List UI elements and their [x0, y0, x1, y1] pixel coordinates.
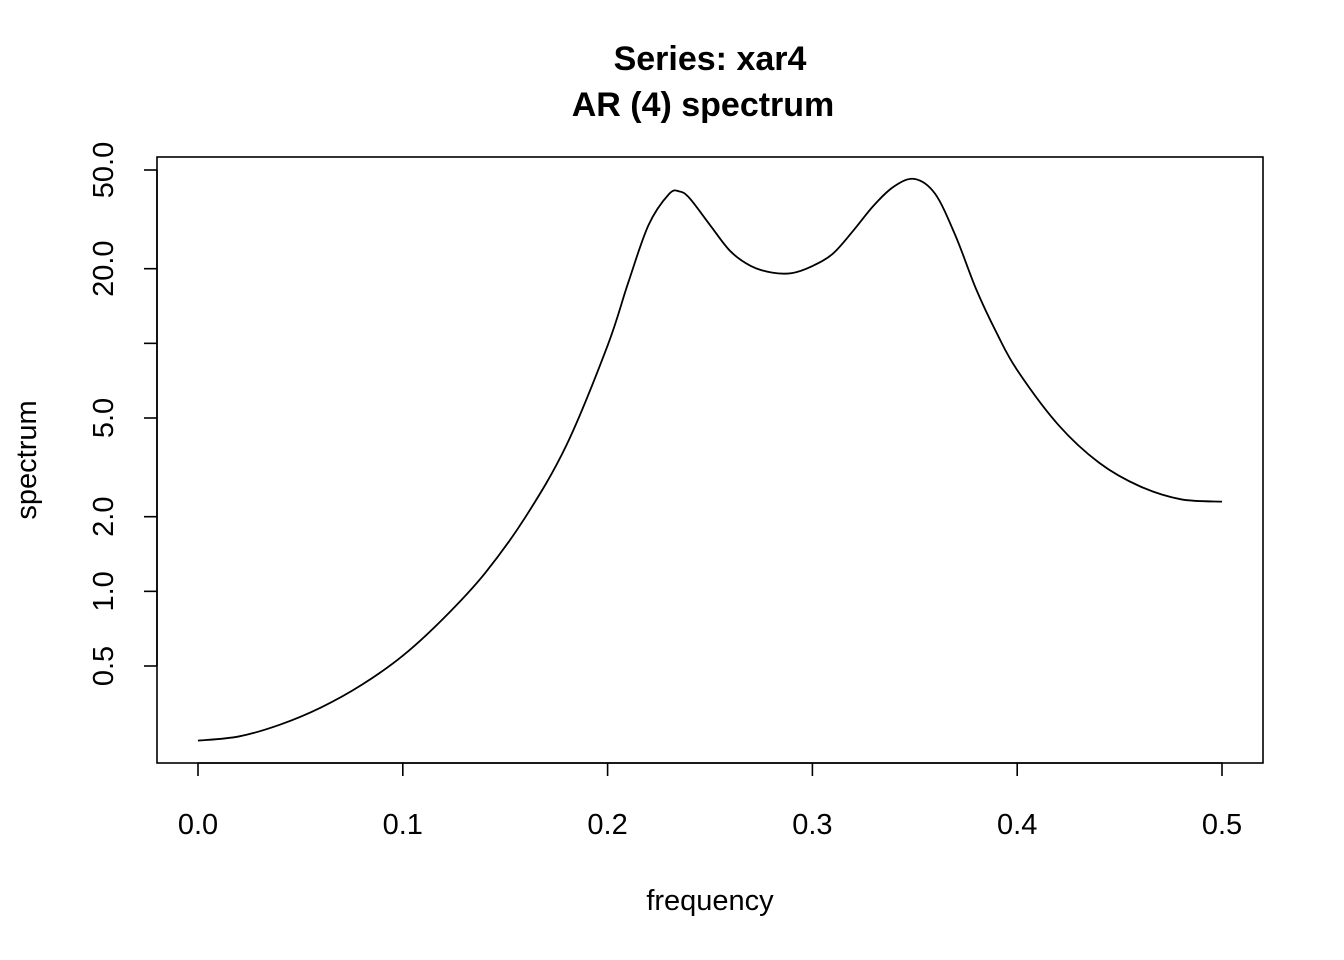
y-tick-label: 0.5	[88, 646, 120, 686]
y-tick-label: 20.0	[88, 240, 120, 296]
x-axis-label: frequency	[646, 885, 774, 917]
x-tick-label: 0.2	[587, 809, 627, 841]
y-axis: 0.5 1.0 2.0 5.0 20.0 50.0	[88, 142, 158, 686]
y-axis-label: spectrum	[11, 400, 43, 519]
y-tick-label: 5.0	[88, 398, 120, 438]
y-tick-label: 1.0	[88, 571, 120, 611]
x-axis: 0.0 0.1 0.2 0.3 0.4 0.5	[178, 762, 1242, 841]
y-tick-label: 50.0	[88, 142, 120, 198]
x-tick-label: 0.0	[178, 809, 218, 841]
chart-title: Series: xar4	[614, 40, 807, 78]
chart-subtitle: AR (4) spectrum	[572, 86, 835, 124]
plot-box	[156, 156, 1264, 764]
x-tick-label: 0.1	[383, 809, 423, 841]
y-tick-label: 2.0	[88, 497, 120, 537]
spectrum-line	[197, 177, 1223, 742]
x-tick-label: 0.5	[1202, 809, 1242, 841]
x-tick-label: 0.3	[792, 809, 832, 841]
series-layer	[197, 177, 1223, 742]
x-tick-label: 0.4	[997, 809, 1037, 841]
